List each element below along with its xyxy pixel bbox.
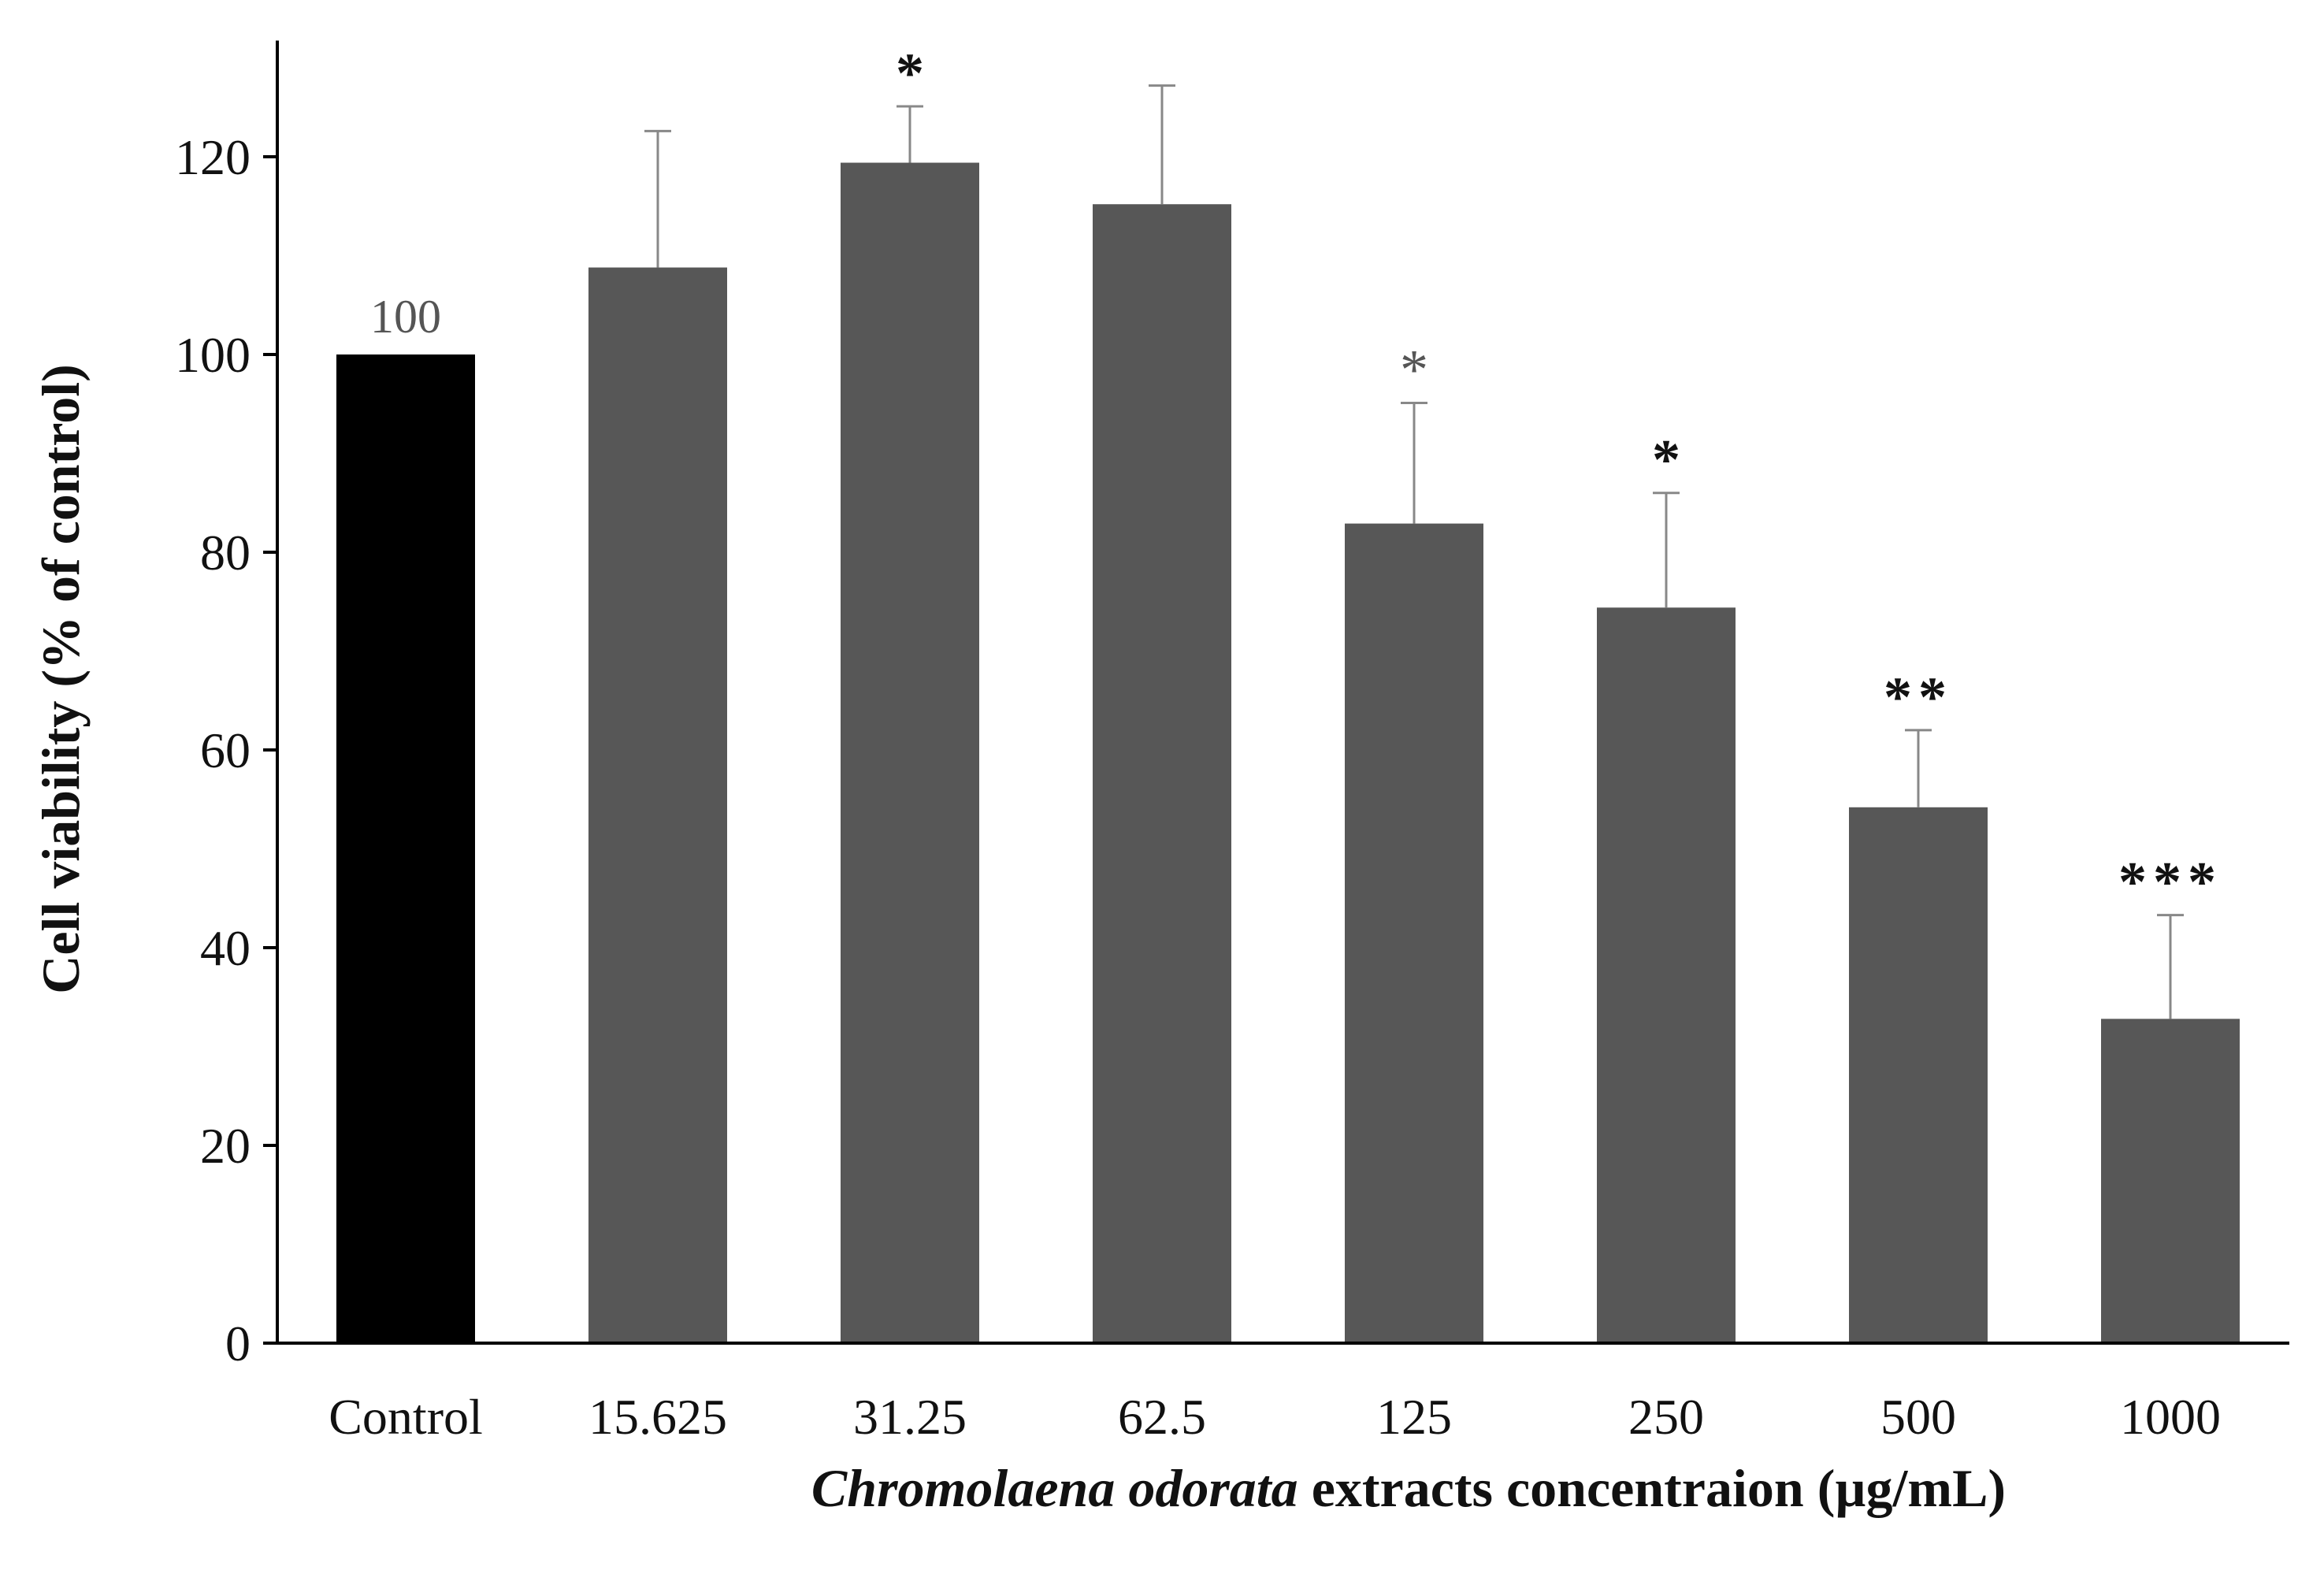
- x-tick-label-250: 250: [1628, 1389, 1704, 1445]
- x-tick-label-500: 500: [1880, 1389, 1956, 1445]
- y-tick-label: 20: [200, 1118, 251, 1174]
- x-axis-title-italic: Chromolaena odorata: [811, 1458, 1298, 1518]
- axes: 0 20 40 60 80 100 120 Control 15.625 31.25 62.5 125…: [175, 40, 2289, 1445]
- x-tick-label-62.5: 62.5: [1118, 1389, 1206, 1445]
- y-tick-label: 80: [200, 525, 251, 581]
- significance-marker-1000: ***: [2118, 851, 2222, 914]
- bar-62.5: [1093, 204, 1231, 1343]
- x-tick-label-Control: Control: [329, 1389, 483, 1445]
- significance-marker-250: *: [1652, 429, 1680, 492]
- y-axis-title: Cell viability (% of control): [31, 364, 91, 994]
- x-axis-title-rest: extracts concentraion (µg/mL): [1298, 1458, 2006, 1518]
- y-tick-label: 100: [175, 327, 251, 383]
- y-tick-label: 0: [225, 1316, 251, 1371]
- y-tick-label: 60: [200, 722, 251, 778]
- x-tick-label-31.25: 31.25: [853, 1389, 967, 1445]
- bar-500: [1849, 807, 1988, 1343]
- bar-Control: [336, 354, 475, 1343]
- bar-31.25: [841, 162, 979, 1343]
- x-tick-label-125: 125: [1376, 1389, 1452, 1445]
- x-tick-label-1000: 1000: [2120, 1389, 2221, 1445]
- x-axis-title: Chromolaena odorata extracts concentraio…: [811, 1458, 2006, 1518]
- bar-15.625: [588, 267, 727, 1343]
- x-tick-label-15.625: 15.625: [588, 1389, 727, 1445]
- bar-250: [1597, 607, 1736, 1343]
- bar-1000: [2101, 1019, 2240, 1343]
- significance-marker-31.25: *: [896, 42, 924, 105]
- y-tick-label: 40: [200, 920, 251, 976]
- significance-marker-125: *: [1400, 338, 1428, 401]
- plot-area: 100********: [336, 42, 2240, 1343]
- significance-marker-500: **: [1884, 666, 1953, 729]
- bar-125: [1345, 523, 1483, 1343]
- value-label-Control: 100: [370, 291, 441, 343]
- y-tick-label: 120: [175, 129, 251, 185]
